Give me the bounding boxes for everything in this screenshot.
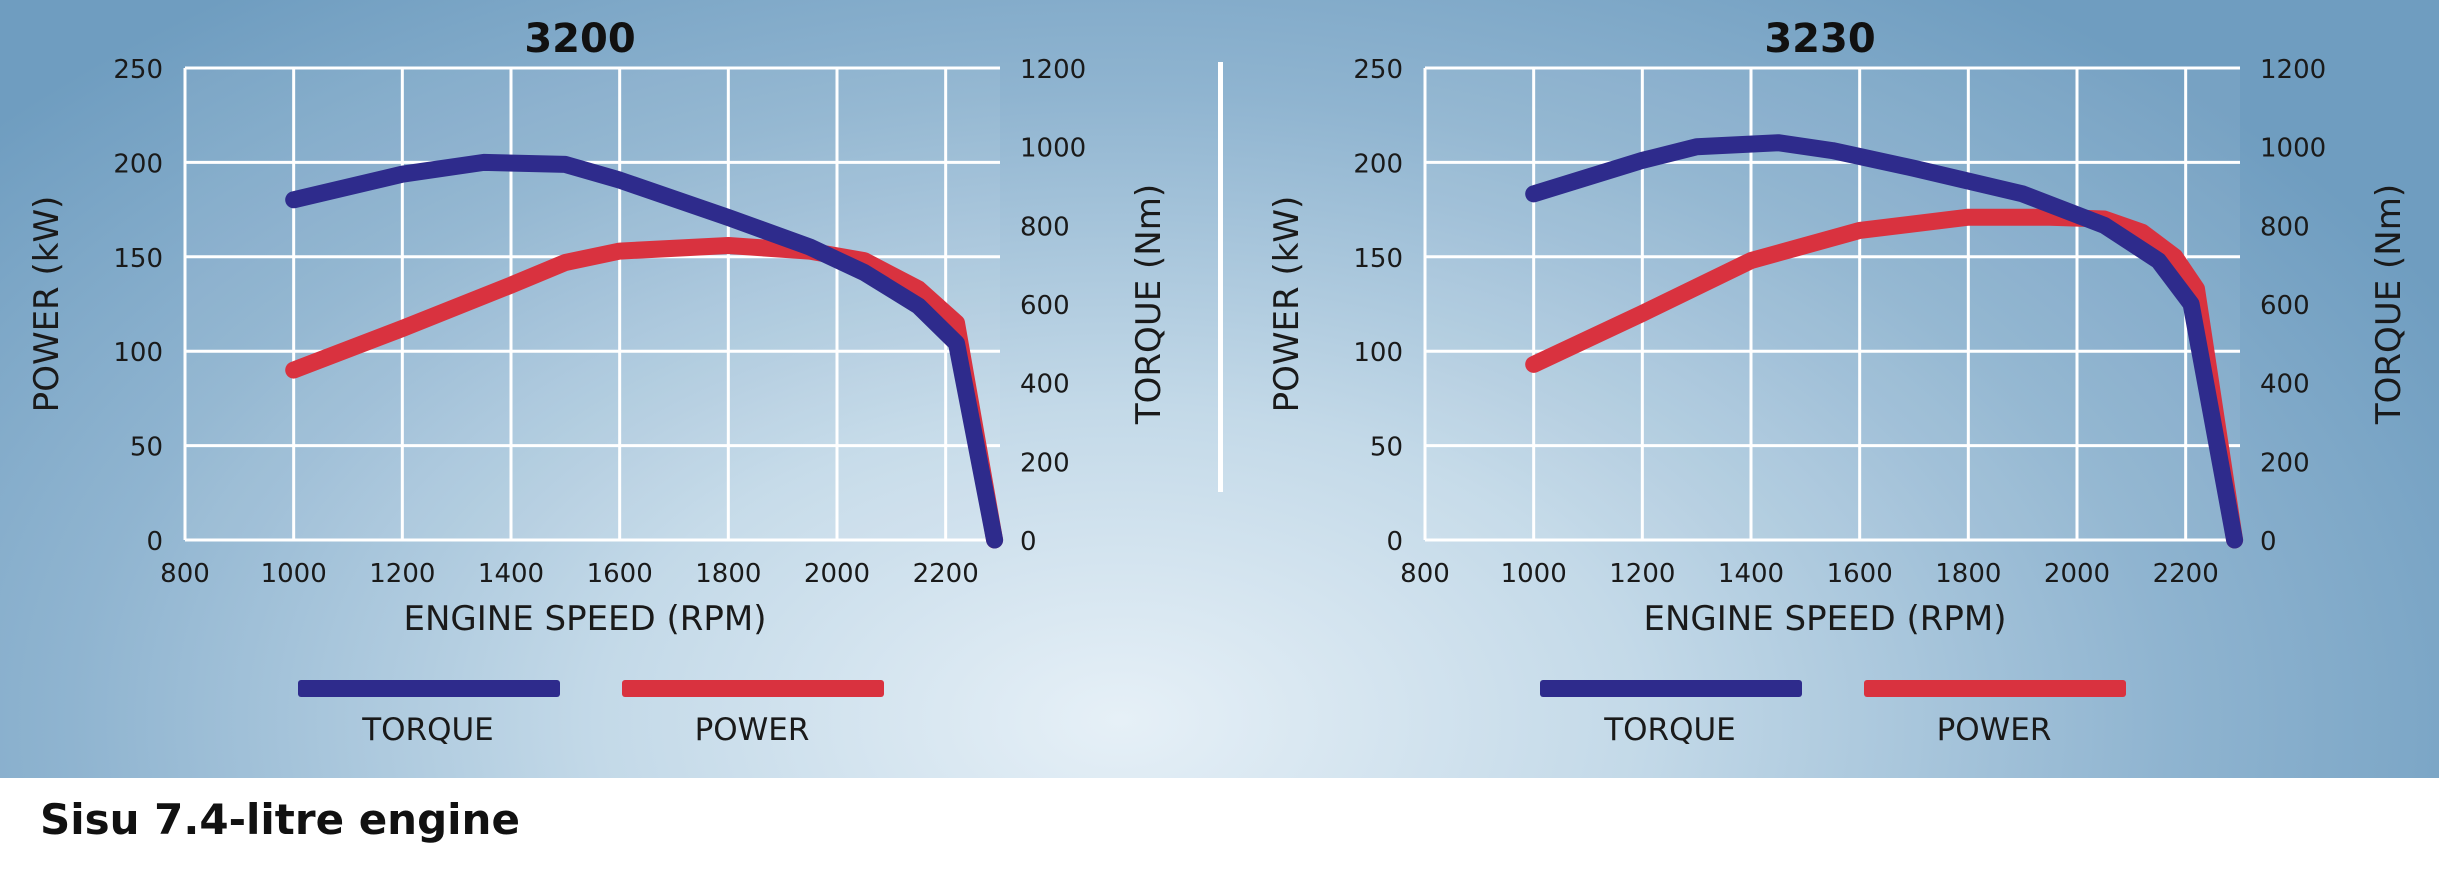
power-curve: [285, 237, 1004, 549]
y-tick-label-right: 1200: [2260, 55, 2326, 85]
y-tick-label-right: 0: [1020, 527, 1037, 557]
legend-torque-label: TORQUE: [1604, 712, 1736, 748]
y-axis-label-right: TORQUE (Nm): [1129, 184, 1169, 425]
x-tick-label: 1200: [1609, 559, 1675, 589]
x-tick-label: 800: [1400, 559, 1450, 589]
chart-3200: 0 50 100 150 200 250 0 200 400 600 800 1000 1200 800 1…: [27, 16, 1169, 639]
y-tick-label-right: 600: [2260, 291, 2310, 321]
legend-torque-swatch: [1540, 680, 1802, 697]
power-curve: [1525, 208, 2244, 549]
legend-torque-swatch: [298, 680, 560, 697]
chart-3230: 0 50 100 150 200 250 0 200 400 600 800 1000 1200 800 1…: [1267, 16, 2409, 639]
page-caption: Sisu 7.4-litre engine: [40, 795, 520, 844]
x-tick-label: 1200: [369, 559, 435, 589]
legend-power-swatch: [622, 680, 884, 697]
chart-divider: [1218, 62, 1223, 492]
y-tick-label-right: 0: [2260, 527, 2277, 557]
y-tick-label-left: 0: [1386, 527, 1403, 557]
y-tick-label-right: 800: [2260, 212, 2310, 242]
y-tick-label-right: 1000: [2260, 134, 2326, 164]
x-tick-label: 1600: [587, 559, 653, 589]
torque-curve: [1525, 134, 2244, 549]
legend-torque-label: TORQUE: [362, 712, 494, 748]
x-tick-label: 1800: [695, 559, 761, 589]
y-tick-label-right: 800: [1020, 212, 1070, 242]
y-tick-label-left: 50: [1370, 433, 1403, 463]
chart-title: 3200: [524, 16, 635, 62]
x-tick-label: 1400: [478, 559, 544, 589]
y-tick-label-right: 200: [1020, 448, 1070, 478]
y-tick-label-left: 200: [113, 149, 163, 179]
y-tick-label-right: 600: [1020, 291, 1070, 321]
torque-curve: [285, 153, 1004, 549]
plot-area: [1425, 68, 2240, 540]
y-axis-label-left: POWER (kW): [27, 196, 67, 413]
y-axis-label-right: TORQUE (Nm): [2369, 184, 2409, 425]
y-tick-label-left: 100: [113, 338, 163, 368]
x-tick-label: 2000: [2044, 559, 2110, 589]
y-tick-label-left: 50: [130, 433, 163, 463]
y-tick-label-left: 100: [1353, 338, 1403, 368]
x-tick-label: 1400: [1718, 559, 1784, 589]
y-tick-label-left: 150: [113, 244, 163, 274]
y-tick-label-left: 150: [1353, 244, 1403, 274]
chart-title: 3230: [1764, 16, 1875, 62]
x-axis-label: ENGINE SPEED (RPM): [403, 599, 766, 639]
y-tick-label-right: 1200: [1020, 55, 1086, 85]
x-axis-label: ENGINE SPEED (RPM): [1643, 599, 2006, 639]
y-tick-label-right: 400: [1020, 370, 1070, 400]
x-tick-label: 1600: [1827, 559, 1893, 589]
plot-area: [185, 68, 1000, 540]
legend-power-label: POWER: [694, 712, 810, 748]
x-tick-label: 1800: [1935, 559, 2001, 589]
y-tick-label-right: 400: [2260, 370, 2310, 400]
legend-power-label: POWER: [1936, 712, 2052, 748]
legend-power-swatch: [1864, 680, 2126, 697]
y-tick-label-left: 250: [1353, 55, 1403, 85]
x-tick-label: 1000: [1501, 559, 1567, 589]
y-tick-label-left: 250: [113, 55, 163, 85]
y-tick-label-left: 200: [1353, 149, 1403, 179]
x-tick-label: 1000: [261, 559, 327, 589]
y-tick-label-right: 200: [2260, 448, 2310, 478]
x-tick-label: 800: [160, 559, 210, 589]
y-tick-label-left: 0: [146, 527, 163, 557]
x-tick-label: 2000: [804, 559, 870, 589]
y-axis-label-left: POWER (kW): [1267, 196, 1307, 413]
x-tick-label: 2200: [913, 559, 979, 589]
y-tick-label-right: 1000: [1020, 134, 1086, 164]
x-tick-label: 2200: [2153, 559, 2219, 589]
